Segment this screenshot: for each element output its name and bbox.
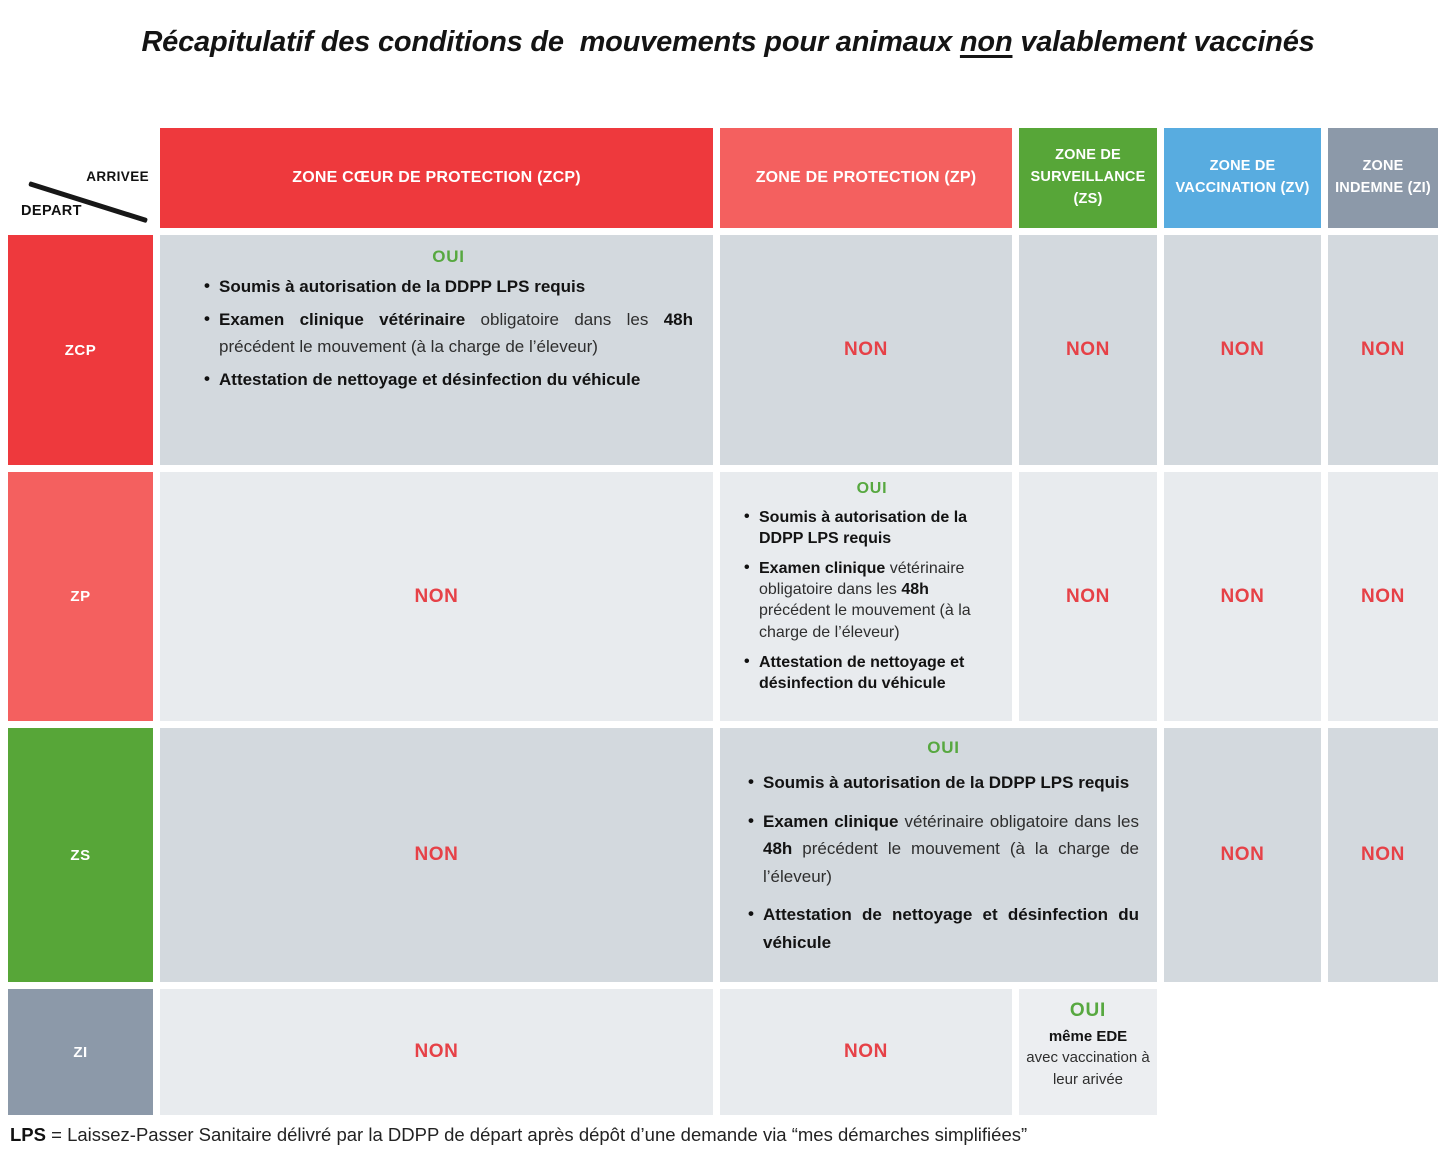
condition-item: Examen clinique vétérinaire obligatoire … [748, 807, 1139, 891]
title-part2: valablement vaccinés [1012, 26, 1315, 58]
cell-zcp-to-zi: NON [1328, 235, 1438, 465]
cell-zs-to-zcp: NON [160, 728, 713, 982]
cell-zs-to-zv: NON [1164, 728, 1321, 982]
condition-item: Attestation de nettoyage et désinfection… [748, 900, 1139, 956]
condition-item: Examen clinique vétérinaire obligatoire … [744, 557, 1000, 642]
row-label-zcp: ZCP [8, 235, 153, 465]
cell-zi-to-zcp: NON [160, 989, 713, 1115]
cell-zs-to-zi: NON [1328, 728, 1438, 982]
cell-zp-to-zs: NON [1019, 472, 1157, 721]
oui-label: OUI [432, 247, 465, 266]
oui-label: OUI [1069, 1000, 1107, 1021]
lps-legend: LPS = Laissez-Passer Sanitaire délivré p… [10, 1124, 1027, 1146]
page-title: Récapitulatif des conditions de mouvemen… [0, 26, 1456, 59]
condition-note: même EDE avec vaccination à leur arivée [1026, 1027, 1150, 1088]
oui-label: OUI [927, 738, 960, 757]
column-header-zv: ZONE DE VACCINATION (ZV) [1164, 128, 1321, 228]
lps-abbr: LPS [10, 1124, 46, 1145]
condition-item: Soumis à autorisation de la DDPP LPS req… [744, 506, 1000, 549]
column-header-zi: ZONE INDEMNE (ZI) [1328, 128, 1438, 228]
oui-label: OUI [856, 480, 888, 497]
cell-zp-to-zi: NON [1328, 472, 1438, 721]
column-header-zp: ZONE DE PROTECTION (ZP) [720, 128, 1012, 228]
row-label-zi: ZI [8, 989, 153, 1115]
title-part1: Récapitulatif des conditions de mouvemen… [141, 26, 960, 58]
cell-zp-to-zcp: NON [160, 472, 713, 721]
cell-zi-to-zs: OUI même EDE avec vaccination à leur ariv… [1019, 989, 1157, 1115]
row-label-zs: ZS [8, 728, 153, 982]
cell-zcp-to-zcp: OUI Soumis à autorisation de la DDPP LPS… [160, 235, 713, 465]
column-header-zcp: ZONE CŒUR DE PROTECTION (ZCP) [160, 128, 713, 228]
cell-zi-to-zp: NON [720, 989, 1012, 1115]
column-header-zs: ZONE DE SURVEILLANCE (ZS) [1019, 128, 1157, 228]
title-underlined-word: non [959, 26, 1013, 58]
row-label-zp: ZP [8, 472, 153, 721]
corner-cell: ARRIVEE DEPART [8, 128, 153, 228]
condition-item: Attestation de nettoyage et désinfection… [204, 366, 693, 393]
conditions-matrix-table: ARRIVEE DEPART ZONE CŒUR DE PROTECTION (… [8, 128, 1438, 1115]
cell-zcp-to-zs: NON [1019, 235, 1157, 465]
lps-definition: = Laissez-Passer Sanitaire délivré par l… [45, 1124, 1028, 1145]
cell-zp-to-zp: OUI Soumis à autorisation de la DDPP LPS… [720, 472, 1012, 721]
condition-item: Soumis à autorisation de la DDPP LPS req… [748, 768, 1139, 797]
cell-zcp-to-zp: NON [720, 235, 1012, 465]
cell-zp-to-zv: NON [1164, 472, 1321, 721]
corner-arrivee-label: ARRIVEE [86, 169, 149, 184]
condition-item: Examen clinique vétérinaire obligatoire … [204, 306, 693, 360]
cell-zcp-to-zv: NON [1164, 235, 1321, 465]
condition-item: Soumis à autorisation de la DDPP LPS req… [204, 273, 693, 300]
condition-item: Attestation de nettoyage et désinfection… [744, 651, 1000, 694]
corner-depart-label: DEPART [21, 203, 82, 219]
cell-zs-to-zp-zs: OUI Soumis à autorisation de la DDPP LPS… [720, 728, 1157, 982]
